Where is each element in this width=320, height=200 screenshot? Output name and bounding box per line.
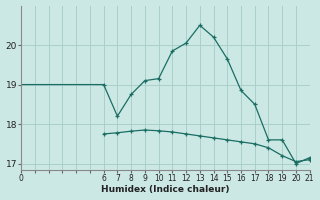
X-axis label: Humidex (Indice chaleur): Humidex (Indice chaleur) [101, 185, 230, 194]
